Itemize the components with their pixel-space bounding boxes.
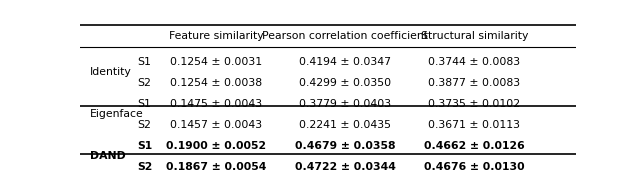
Text: S1: S1 [137, 99, 151, 109]
Text: 0.1457 ± 0.0043: 0.1457 ± 0.0043 [170, 120, 262, 130]
Text: 0.1254 ± 0.0031: 0.1254 ± 0.0031 [170, 57, 262, 67]
Text: Structural similarity: Structural similarity [420, 31, 528, 41]
Text: 0.3735 ± 0.0102: 0.3735 ± 0.0102 [428, 99, 520, 109]
Text: 0.3779 ± 0.0403: 0.3779 ± 0.0403 [300, 99, 392, 109]
Text: Pearson correlation coefficient: Pearson correlation coefficient [262, 31, 428, 41]
Text: 0.1475 ± 0.0043: 0.1475 ± 0.0043 [170, 99, 262, 109]
Text: 0.4194 ± 0.0347: 0.4194 ± 0.0347 [300, 57, 392, 67]
Text: 0.3877 ± 0.0083: 0.3877 ± 0.0083 [428, 78, 520, 88]
Text: 0.4679 ± 0.0358: 0.4679 ± 0.0358 [295, 141, 396, 151]
Text: 0.1900 ± 0.0052: 0.1900 ± 0.0052 [166, 141, 266, 151]
Text: 0.3744 ± 0.0083: 0.3744 ± 0.0083 [428, 57, 520, 67]
Text: 0.4662 ± 0.0126: 0.4662 ± 0.0126 [424, 141, 525, 151]
Text: DAND: DAND [90, 151, 125, 161]
Text: 0.4722 ± 0.0344: 0.4722 ± 0.0344 [295, 162, 396, 172]
Text: S2: S2 [137, 78, 151, 88]
Text: Feature similarity: Feature similarity [169, 31, 264, 41]
Text: Eigenface: Eigenface [90, 109, 143, 119]
Text: S2: S2 [137, 162, 152, 172]
Text: 0.4299 ± 0.0350: 0.4299 ± 0.0350 [300, 78, 392, 88]
Text: 0.1254 ± 0.0038: 0.1254 ± 0.0038 [170, 78, 262, 88]
Text: 0.4676 ± 0.0130: 0.4676 ± 0.0130 [424, 162, 525, 172]
Text: Identity: Identity [90, 67, 132, 77]
Text: S1: S1 [137, 141, 152, 151]
Text: 0.1867 ± 0.0054: 0.1867 ± 0.0054 [166, 162, 267, 172]
Text: S1: S1 [137, 57, 151, 67]
Text: 0.2241 ± 0.0435: 0.2241 ± 0.0435 [300, 120, 392, 130]
Text: S2: S2 [137, 120, 151, 130]
Text: 0.3671 ± 0.0113: 0.3671 ± 0.0113 [428, 120, 520, 130]
